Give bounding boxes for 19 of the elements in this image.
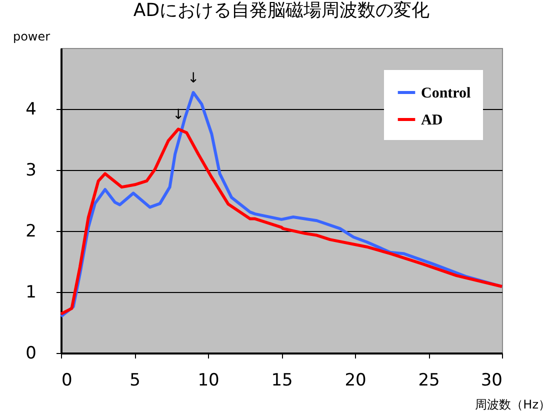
- y-tick-label: 0: [26, 344, 36, 364]
- y-tick-label: 3: [26, 160, 36, 180]
- x-tick-label: 30: [480, 370, 502, 390]
- x-tick-label: 20: [344, 370, 366, 390]
- annotation: ↓: [187, 70, 200, 87]
- legend-label: AD: [421, 112, 443, 128]
- x-axis-title: 周波数（Hz）: [475, 398, 550, 412]
- y-tick-label: 4: [26, 100, 36, 120]
- y-tick-label: 1: [26, 282, 36, 302]
- x-tick-label: 25: [418, 370, 440, 390]
- y-tick-label: 2: [26, 222, 36, 242]
- x-tick-label: 5: [130, 370, 140, 390]
- chart-title: ADにおける自発脳磁場周波数の変化: [133, 0, 430, 21]
- line-series: [60, 128, 504, 316]
- x-tick-label: 15: [271, 370, 293, 390]
- x-tick-label: 0: [62, 370, 72, 390]
- x-tick-label: 10: [198, 370, 220, 390]
- y-axis-title: power: [12, 30, 50, 44]
- legend-label: Control: [421, 86, 471, 102]
